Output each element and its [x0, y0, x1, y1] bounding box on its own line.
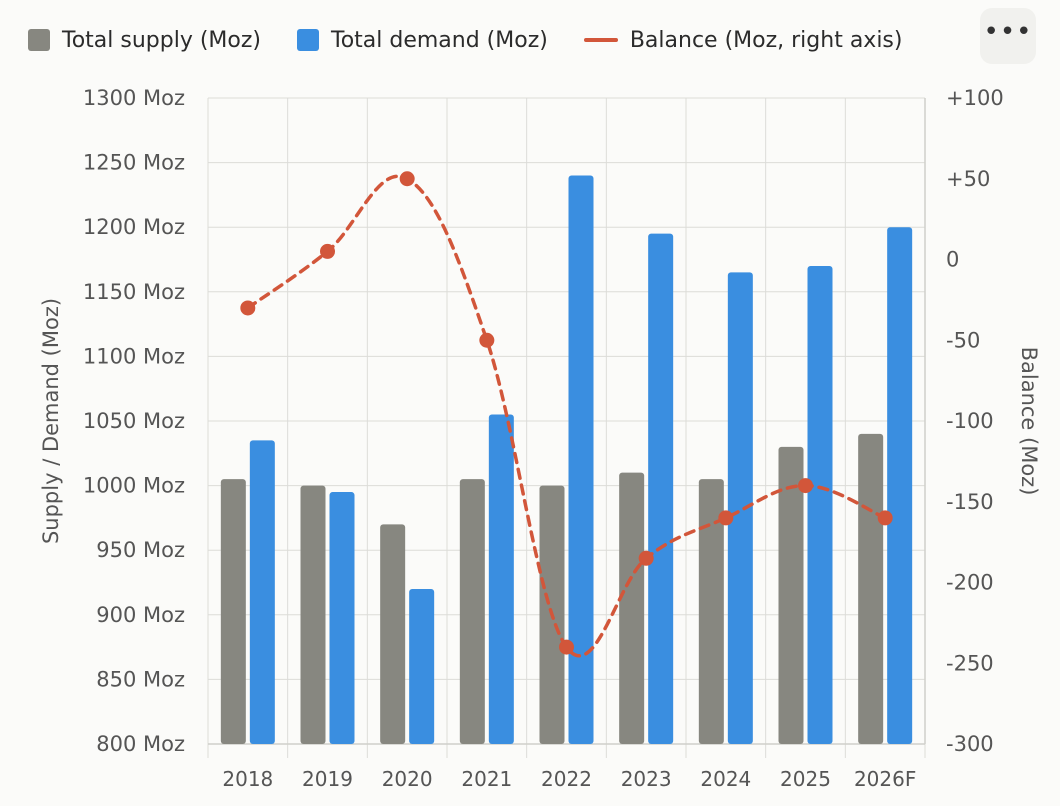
legend-label-balance: Balance (Moz, right axis)	[629, 27, 903, 53]
bar-supply-2024	[698, 479, 724, 744]
legend-label-supply: Total supply (Moz)	[62, 27, 261, 53]
balance-point-2024	[718, 510, 734, 526]
bar-demand-2019	[329, 492, 355, 744]
bar-supply-2025	[778, 446, 804, 744]
bar-supply-2020	[380, 524, 406, 744]
x-tick-label: 2018	[222, 767, 273, 791]
y2-axis-title: Balance (Moz)	[1017, 347, 1041, 496]
x-tick-label: 2025	[780, 767, 831, 791]
balance-point-2018	[240, 300, 256, 316]
balance-point-2026F	[877, 510, 893, 526]
bar-demand-2026F	[887, 227, 913, 744]
y-tick-label: 1000 Moz	[83, 474, 185, 498]
y-tick-label: 850 Moz	[96, 667, 185, 691]
balance-point-2020	[399, 171, 415, 187]
x-tick-label: 2026F	[854, 767, 916, 791]
bar-demand-2018	[249, 440, 275, 744]
y-tick-label: 1100 Moz	[83, 344, 185, 368]
bar-demand-2022	[568, 175, 594, 744]
x-tick-label: 2023	[621, 767, 672, 791]
bar-supply-2018	[220, 479, 246, 744]
bar-demand-2023	[648, 233, 674, 744]
legend-swatch-supply	[28, 29, 50, 51]
y2-tick-label: -250	[946, 651, 994, 675]
y-tick-label: 900 Moz	[96, 603, 185, 627]
y2-tick-label: -150	[946, 490, 994, 514]
more-options-button[interactable]: •••	[980, 8, 1036, 64]
legend-swatch-balance	[583, 38, 618, 42]
y-tick-label: 950 Moz	[96, 538, 185, 562]
legend-item-balance[interactable]: Balance (Moz, right axis)	[583, 27, 903, 53]
legend-label-demand: Total demand (Moz)	[331, 27, 548, 53]
x-tick-label: 2020	[382, 767, 433, 791]
legend-swatch-demand	[297, 29, 319, 51]
y2-tick-label: -100	[946, 409, 994, 433]
bar-demand-2025	[807, 265, 833, 744]
x-tick-label: 2022	[541, 767, 592, 791]
y2-tick-label: 0	[946, 248, 959, 272]
bar-demand-2021	[488, 414, 514, 744]
y2-tick-label: +50	[946, 167, 990, 191]
y2-tick-label: -50	[946, 328, 980, 352]
y2-tick-label: +100	[946, 86, 1004, 110]
bar-demand-2024	[727, 272, 753, 744]
balance-point-2021	[479, 332, 495, 348]
y-tick-label: 1150 Moz	[83, 280, 185, 304]
balance-point-2025	[798, 478, 813, 494]
bar-supply-2026F	[858, 433, 884, 744]
legend-item-supply[interactable]: Total supply (Moz)	[28, 28, 261, 53]
bar-supply-2023	[619, 472, 645, 744]
y-tick-label: 1200 Moz	[83, 215, 185, 239]
x-tick-label: 2019	[302, 767, 353, 791]
more-icon: •••	[983, 17, 1033, 47]
balance-point-2019	[320, 243, 335, 259]
balance-line	[246, 174, 887, 658]
bar-supply-2021	[459, 479, 485, 744]
y-tick-label: 800 Moz	[96, 732, 185, 756]
y-tick-label: 1250 Moz	[83, 151, 185, 175]
bar-demand-2020	[409, 588, 435, 744]
balance-point-2023	[638, 550, 654, 566]
x-tick-label: 2021	[461, 767, 512, 791]
balance-point-2022	[559, 639, 574, 655]
y-tick-label: 1300 Moz	[83, 86, 185, 110]
bar-supply-2019	[300, 485, 326, 744]
legend-item-demand[interactable]: Total demand (Moz)	[297, 28, 548, 53]
chart-legend: Total supply (Moz) Total demand (Moz) Ba…	[28, 22, 938, 58]
y2-tick-label: -200	[946, 571, 994, 595]
y-axis-title: Supply / Demand (Moz)	[39, 298, 63, 544]
x-tick-label: 2024	[700, 767, 751, 791]
y-tick-label: 1050 Moz	[83, 409, 185, 433]
y2-tick-label: -300	[946, 732, 994, 756]
